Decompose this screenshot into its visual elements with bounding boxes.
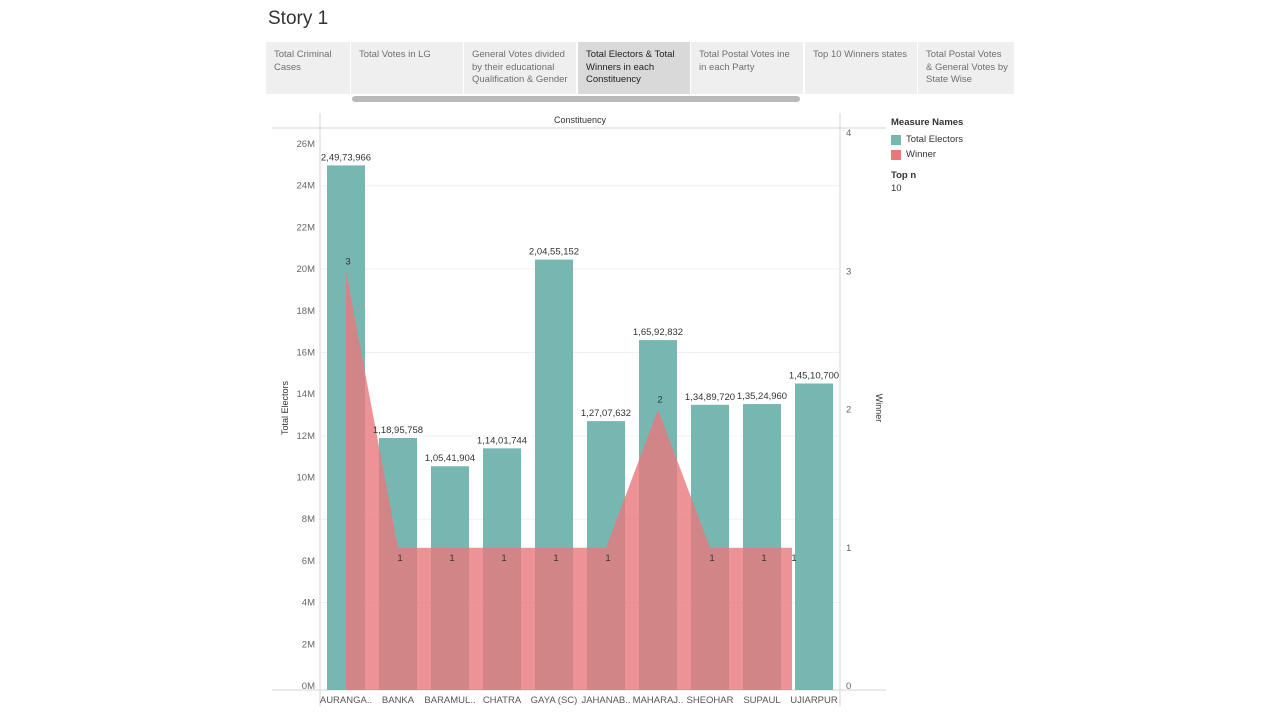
tabs-scrollbar[interactable] (352, 96, 800, 102)
winner-data-label: 1 (791, 553, 796, 564)
electors-data-label: 1,14,01,744 (477, 435, 527, 446)
y-tick-label: 14M (297, 389, 316, 400)
electors-data-label: 2,04,55,152 (529, 247, 579, 258)
y-tick-label: 2M (302, 639, 315, 650)
winner-data-label: 1 (501, 553, 506, 564)
y-tick-label: 26M (297, 139, 316, 150)
tab-total-votes-in-lg[interactable]: Total Votes in LG (351, 42, 463, 94)
x-tick-label: GAYA (SC) (531, 695, 578, 706)
x-tick-label: SHEOHAR (687, 695, 734, 706)
electors-data-label: 1,35,24,960 (737, 391, 787, 402)
story-title: Story 1 (268, 8, 329, 29)
winner-data-label: 1 (397, 553, 402, 564)
legend-title: Measure Names (891, 117, 964, 128)
electors-bar (795, 383, 833, 690)
story-tabs: Total Criminal Cases Total Votes in LG G… (266, 42, 1014, 94)
electors-data-label: 1,18,95,758 (373, 425, 423, 436)
winner-labels: 3 1 1 1 1 1 2 1 1 1 (345, 256, 796, 564)
electors-data-label: 1,05,41,904 (425, 453, 475, 464)
x-tick-label: BARAMUL.. (424, 695, 475, 706)
tab-postal-general-votes-state[interactable]: Total Postal Votes & General Votes by St… (918, 42, 1014, 94)
electors-data-label: 2,49,73,966 (321, 152, 371, 163)
winner-data-label: 1 (553, 553, 558, 564)
electors-data-label: 1,65,92,832 (633, 327, 683, 338)
legend-item-winner[interactable]: Winner (891, 147, 963, 162)
winner-data-label: 1 (761, 553, 766, 564)
electors-labels: 2,49,73,966 1,18,95,758 1,05,41,9041,14,01… (321, 152, 839, 464)
x-axis-labels: AURANGA.. BANKA BARAMUL.. CHATRA GAYA (SC) JA… (320, 695, 838, 706)
tab-total-criminal-cases[interactable]: Total Criminal Cases (266, 42, 350, 94)
winner-data-label: 1 (605, 553, 610, 564)
y-tick-label: 18M (297, 306, 316, 317)
y-axis-title: Total Electors (280, 380, 290, 435)
y2-tick-label: 3 (846, 266, 851, 277)
tab-top-10-winners-states[interactable]: Top 10 Winners states (805, 42, 917, 94)
y2-tick-label: 4 (846, 128, 851, 139)
y-tick-label: 6M (302, 556, 315, 567)
x-tick-label: SUPAUL (743, 695, 780, 706)
x-tick-label: AURANGA.. (320, 695, 372, 706)
x-tick-label: BANKA (382, 695, 415, 706)
y-axis-ticks: 0M 2M 4M 6M 8M 10M 12M 14M 16M 18M 20M 22M 24M 26M (297, 139, 316, 692)
x-tick-label: JAHANAB.. (581, 695, 630, 706)
winner-data-label: 1 (449, 553, 454, 564)
legend-swatch (891, 149, 901, 160)
y-tick-label: 16M (297, 347, 316, 358)
y-tick-label: 24M (297, 181, 316, 192)
y-tick-label: 4M (302, 598, 315, 609)
x-tick-label: CHATRA (483, 695, 522, 706)
legend: Measure Names Total Electors Winner Top … (891, 117, 963, 194)
winner-area (346, 271, 792, 690)
legend-label: Total Electors (906, 134, 964, 145)
legend-label: Winner (906, 149, 937, 160)
legend-swatch (891, 134, 901, 145)
x-tick-label: MAHARAJ.. (633, 695, 684, 706)
topn-title: Top n (891, 170, 917, 181)
topn-value[interactable]: 10 (891, 183, 902, 194)
y-tick-label: 20M (297, 264, 316, 275)
y-tick-label: 10M (297, 473, 316, 484)
winner-data-label: 2 (657, 395, 662, 406)
winner-data-label: 1 (709, 553, 714, 564)
electors-data-label: 1,45,10,700 (789, 371, 839, 382)
tab-general-votes-education-gender[interactable]: General Votes divided by their education… (464, 42, 576, 94)
y-tick-label: 0M (302, 681, 315, 692)
column-header: Constituency (554, 115, 607, 125)
y2-axis-title: Winner (874, 394, 884, 423)
x-tick-label: UJIARPUR (790, 695, 838, 706)
winner-data-label: 3 (345, 256, 350, 267)
y2-tick-label: 1 (846, 543, 851, 554)
winner-area-shape (346, 271, 792, 690)
y2-tick-label: 0 (846, 681, 851, 692)
y2-axis-ticks: 0 1 2 3 4 (846, 128, 851, 692)
y-tick-label: 8M (302, 514, 315, 525)
y2-tick-label: 2 (846, 405, 851, 416)
electors-data-label: 1,34,89,720 (685, 392, 735, 403)
legend-item-total-electors[interactable]: Total Electors (891, 132, 963, 147)
tab-total-postal-votes-party[interactable]: Total Postal Votes ine in each Party (691, 42, 803, 94)
y-tick-label: 12M (297, 431, 316, 442)
tab-total-electors-winners[interactable]: Total Electors & Total Winners in each C… (578, 42, 690, 94)
electors-data-label: 1,27,07,632 (581, 408, 631, 419)
y-tick-label: 22M (297, 222, 316, 233)
